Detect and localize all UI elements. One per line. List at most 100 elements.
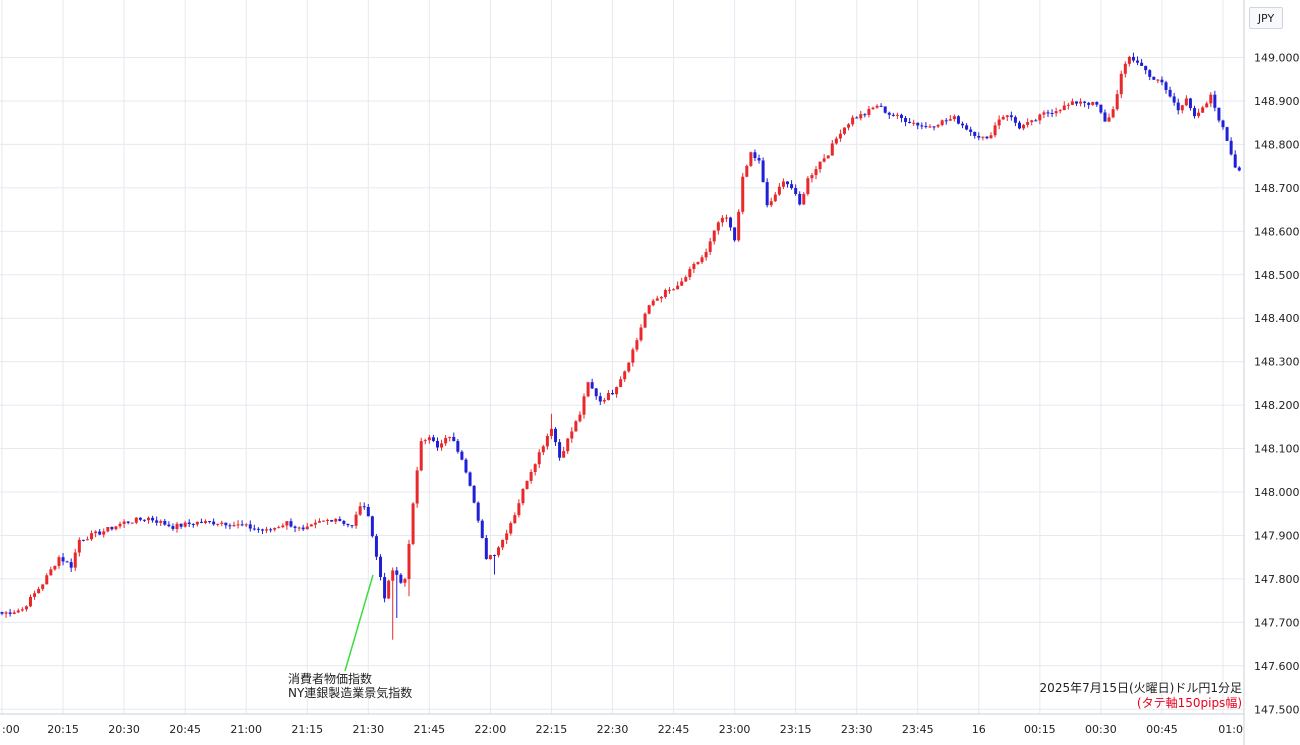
candle-down (252, 528, 256, 530)
candle-up (114, 526, 118, 530)
candle-down (330, 519, 334, 522)
candle-up (313, 522, 317, 525)
time-tick-label: 21:00 (230, 723, 262, 736)
candle-down (395, 570, 399, 575)
candle-up (77, 539, 81, 553)
candle-up (773, 194, 777, 202)
candle-up (847, 124, 851, 128)
event-annotation-line1: 消費者物価指数 (288, 672, 373, 686)
candle-up (712, 230, 716, 242)
candle-down (456, 441, 460, 452)
currency-badge[interactable]: JPY (1249, 7, 1283, 29)
candle-down (863, 114, 867, 116)
candle-up (826, 155, 830, 159)
candle-up (997, 119, 1001, 126)
candle-up (859, 114, 863, 119)
candle-up (1119, 73, 1123, 95)
candle-up (541, 446, 545, 453)
candle-down (472, 485, 476, 503)
candle-up (680, 281, 684, 286)
candle-up (53, 565, 57, 570)
grid-lines (0, 0, 1244, 714)
candle-down (338, 518, 342, 521)
candle-up (912, 122, 916, 124)
candle-up (1107, 117, 1111, 122)
price-tick-label: 148.900 (1254, 95, 1300, 108)
candle-up (281, 525, 285, 528)
candle-up (20, 609, 24, 611)
candle-up (216, 523, 220, 525)
candle-up (277, 527, 281, 529)
candle-up (708, 241, 712, 252)
candle-up (639, 327, 643, 341)
price-axis: 147.500 147.600 147.700 147.800 147.900 148.0… (1254, 52, 1300, 717)
candle-down (431, 437, 435, 441)
candle-down (435, 440, 439, 448)
candle-down (924, 126, 928, 128)
candle-down (985, 136, 989, 139)
candle-up (73, 552, 77, 568)
candle-up (696, 262, 700, 265)
candle-down (342, 520, 346, 524)
candle-down (1018, 122, 1021, 129)
price-tick-label: 148.700 (1254, 182, 1300, 195)
candle-down (1225, 127, 1229, 141)
candle-down (765, 182, 769, 206)
candle-down (163, 520, 167, 525)
time-axis: :00 20:15 20:30 20:45 21:00 21:15 21:30 21:45 22… (2, 723, 1243, 736)
time-tick-label: 23:30 (841, 723, 873, 736)
time-tick-label: 23:45 (902, 723, 934, 736)
candle-down (452, 436, 456, 442)
event-annotation-line2: NY連銀製造業景気指数 (288, 686, 413, 700)
candle-up (749, 152, 753, 166)
candle-up (94, 531, 98, 534)
candle-up (643, 313, 647, 328)
candle-down (1144, 65, 1148, 71)
candle-up (1123, 63, 1127, 74)
candle-down (379, 556, 383, 578)
caption-line2: (タテ軸150pips幅) (1136, 696, 1242, 710)
time-tick-label: 21:15 (291, 723, 323, 736)
chart-caption: 2025年7月15日(火曜日)ドル円1分足 (タテ軸150pips幅) (980, 681, 1242, 711)
candle-down (1237, 167, 1241, 171)
candle-down (199, 521, 203, 523)
candle-up (1156, 79, 1160, 81)
candle-down (191, 524, 195, 526)
candle-down (476, 502, 480, 521)
candle-down (855, 117, 859, 119)
candle-up (586, 382, 590, 397)
candle-up (122, 521, 126, 524)
candle-down (346, 523, 350, 526)
price-tick-label: 148.000 (1254, 486, 1300, 499)
candle-up (1042, 112, 1046, 115)
time-tick-label: :00 (2, 723, 20, 736)
candle-up (45, 575, 49, 585)
candle-up (513, 515, 517, 524)
candle-up (102, 531, 106, 535)
candle-down (301, 527, 305, 530)
candle-up (578, 414, 582, 422)
candle-down (879, 105, 883, 107)
candle-down (212, 521, 216, 525)
event-annotation: 消費者物価指数 NY連銀製造業景気指数 (288, 672, 412, 700)
candle-down (598, 396, 602, 402)
candle-up (305, 526, 309, 530)
time-tick-label: 20:15 (47, 723, 79, 736)
candle-down (1140, 62, 1144, 66)
price-tick-label: 149.000 (1254, 52, 1300, 65)
candle-up (501, 539, 505, 548)
candle-up (28, 596, 32, 607)
candle-down (1099, 104, 1103, 113)
candle-down (179, 523, 183, 527)
candle-up (12, 612, 16, 614)
candle-up (936, 124, 940, 127)
candle-up (204, 521, 207, 523)
candle-down (399, 574, 403, 583)
candle-up (745, 165, 749, 177)
time-tick-label: 23:00 (719, 723, 751, 736)
candle-down (1233, 154, 1237, 168)
candle-up (1111, 109, 1115, 118)
candle-up (810, 175, 814, 179)
candle-up (57, 557, 61, 566)
candle-up (1070, 101, 1074, 105)
